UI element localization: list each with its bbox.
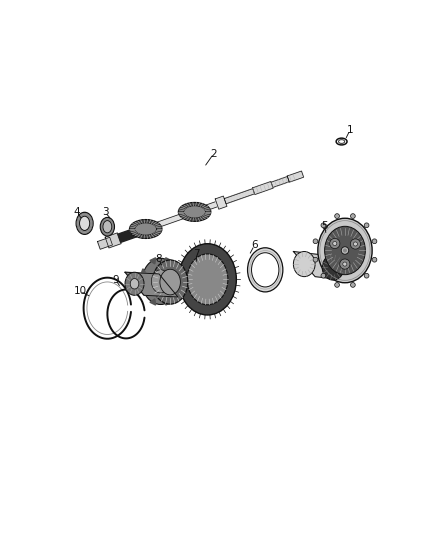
Ellipse shape	[152, 260, 188, 304]
Text: 9: 9	[113, 275, 119, 285]
Ellipse shape	[372, 239, 377, 244]
Ellipse shape	[178, 203, 211, 221]
Ellipse shape	[293, 252, 315, 277]
Text: 2: 2	[210, 149, 217, 159]
Ellipse shape	[187, 254, 228, 305]
Polygon shape	[287, 171, 304, 182]
Circle shape	[333, 241, 337, 246]
Text: 4: 4	[74, 207, 80, 217]
Ellipse shape	[100, 217, 114, 236]
Text: 7: 7	[193, 249, 200, 259]
Ellipse shape	[130, 220, 162, 238]
Text: 6: 6	[251, 240, 258, 251]
Text: 10: 10	[74, 286, 87, 296]
Ellipse shape	[313, 257, 318, 262]
Polygon shape	[98, 237, 113, 249]
Ellipse shape	[251, 253, 279, 287]
Polygon shape	[175, 287, 181, 294]
Text: 8: 8	[155, 254, 162, 264]
Ellipse shape	[151, 270, 170, 293]
Ellipse shape	[339, 140, 345, 143]
Ellipse shape	[76, 212, 93, 235]
Text: 1: 1	[347, 125, 353, 135]
Ellipse shape	[160, 269, 180, 295]
Ellipse shape	[330, 238, 340, 248]
Ellipse shape	[130, 279, 139, 289]
Polygon shape	[166, 258, 171, 264]
Circle shape	[353, 242, 357, 246]
Polygon shape	[293, 252, 344, 280]
Ellipse shape	[142, 259, 179, 304]
Ellipse shape	[364, 273, 369, 278]
Ellipse shape	[179, 244, 237, 315]
Polygon shape	[215, 196, 227, 209]
Text: 3: 3	[102, 207, 108, 217]
Polygon shape	[175, 269, 181, 276]
Ellipse shape	[335, 214, 339, 219]
Ellipse shape	[372, 257, 377, 262]
Polygon shape	[150, 299, 155, 305]
Polygon shape	[150, 258, 155, 264]
Circle shape	[343, 262, 347, 266]
Polygon shape	[141, 269, 147, 276]
Polygon shape	[271, 176, 289, 188]
Ellipse shape	[103, 221, 112, 233]
Ellipse shape	[350, 239, 360, 249]
Ellipse shape	[321, 223, 326, 228]
Polygon shape	[224, 189, 254, 204]
Ellipse shape	[80, 216, 90, 230]
Ellipse shape	[325, 227, 365, 274]
Ellipse shape	[340, 259, 350, 269]
Ellipse shape	[321, 273, 326, 278]
Polygon shape	[118, 229, 137, 243]
Ellipse shape	[341, 247, 349, 254]
Ellipse shape	[184, 206, 205, 218]
Polygon shape	[166, 299, 171, 305]
Circle shape	[343, 248, 347, 253]
Text: 5: 5	[321, 221, 328, 231]
Polygon shape	[98, 172, 304, 248]
Ellipse shape	[135, 223, 157, 235]
Ellipse shape	[125, 272, 144, 295]
Ellipse shape	[247, 248, 283, 292]
Ellipse shape	[313, 239, 318, 244]
Ellipse shape	[335, 282, 339, 287]
Polygon shape	[141, 287, 147, 294]
Ellipse shape	[322, 255, 344, 280]
Ellipse shape	[364, 223, 369, 228]
Ellipse shape	[336, 138, 347, 145]
Ellipse shape	[318, 218, 372, 282]
Ellipse shape	[350, 282, 355, 287]
Polygon shape	[252, 181, 273, 195]
Polygon shape	[105, 233, 121, 248]
Polygon shape	[125, 272, 178, 297]
Ellipse shape	[350, 214, 355, 219]
